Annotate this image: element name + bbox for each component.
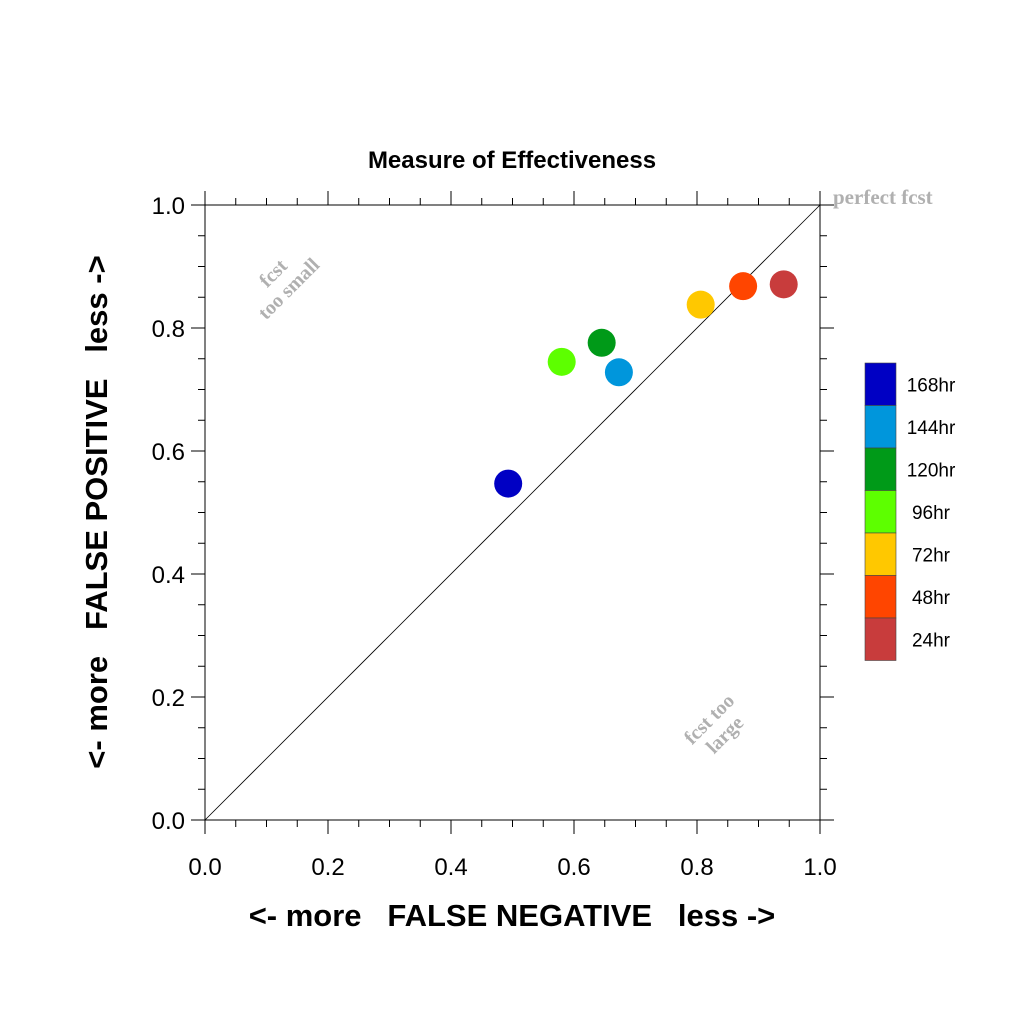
point-96hr [547, 347, 576, 376]
data-points [494, 270, 798, 498]
legend-swatch-144hr [864, 405, 897, 449]
point-48hr [729, 272, 758, 301]
perfect-forecast-line [204, 204, 821, 821]
point-120hr [587, 328, 616, 357]
legend-swatch-168hr [864, 362, 897, 406]
y-tick-label: 0.2 [152, 685, 185, 712]
x-tick-label: 0.8 [680, 854, 713, 881]
x-axis-label: <- more FALSE NEGATIVE less -> [249, 898, 776, 933]
legend-swatch-48hr [864, 575, 897, 619]
x-tick-label: 0.0 [188, 854, 221, 881]
legend-swatch-96hr [864, 490, 897, 534]
y-tick-label: 0.0 [152, 808, 185, 835]
legend-swatch-24hr [864, 617, 897, 661]
legend-label-24hr: 24hr [912, 630, 951, 651]
point-144hr [604, 358, 633, 387]
legend-label-96hr: 96hr [912, 503, 951, 524]
point-72hr [686, 290, 715, 319]
x-tick-label: 0.4 [434, 854, 467, 881]
annotation-too-small-line2: too small [254, 254, 324, 324]
plot-area: 0.0 0.2 0.4 0.6 0.8 1.0 0.0 0.2 0.4 0.6 0.8 1.0 [152, 191, 837, 881]
y-axis-label: <- more FALSE POSITIVE less -> [79, 255, 114, 768]
y-tick-labels: 0.0 0.2 0.4 0.6 0.8 1.0 [152, 193, 185, 835]
annotation-perfect-fcst: perfect fcst [833, 185, 933, 209]
legend-swatch-120hr [864, 447, 897, 491]
legend-label-72hr: 72hr [912, 545, 951, 566]
point-168hr [494, 469, 523, 498]
y-tick-label: 1.0 [152, 193, 185, 220]
annotation-fcst-too-small: fcst too small [254, 254, 324, 324]
x-tick-label: 1.0 [803, 854, 836, 881]
y-tick-label: 0.6 [152, 439, 185, 466]
legend-label-48hr: 48hr [912, 588, 951, 609]
y-tick-label: 0.8 [152, 316, 185, 343]
legend: 168hr 144hr 120hr 96hr 72hr 48hr 24hr [864, 362, 956, 661]
legend-label-144hr: 144hr [907, 418, 956, 439]
x-tick-labels: 0.0 0.2 0.4 0.6 0.8 1.0 [188, 854, 836, 881]
chart-title: Measure of Effectiveness [368, 147, 656, 174]
legend-label-168hr: 168hr [907, 375, 956, 396]
point-24hr [769, 270, 798, 299]
annotation-fcst-too-large: fcst too large [680, 690, 748, 758]
x-tick-label: 0.2 [311, 854, 344, 881]
axis-ticks [191, 191, 834, 834]
x-tick-label: 0.6 [557, 854, 590, 881]
legend-label-120hr: 120hr [907, 460, 956, 481]
y-tick-label: 0.4 [152, 562, 185, 589]
legend-swatch-72hr [864, 532, 897, 576]
